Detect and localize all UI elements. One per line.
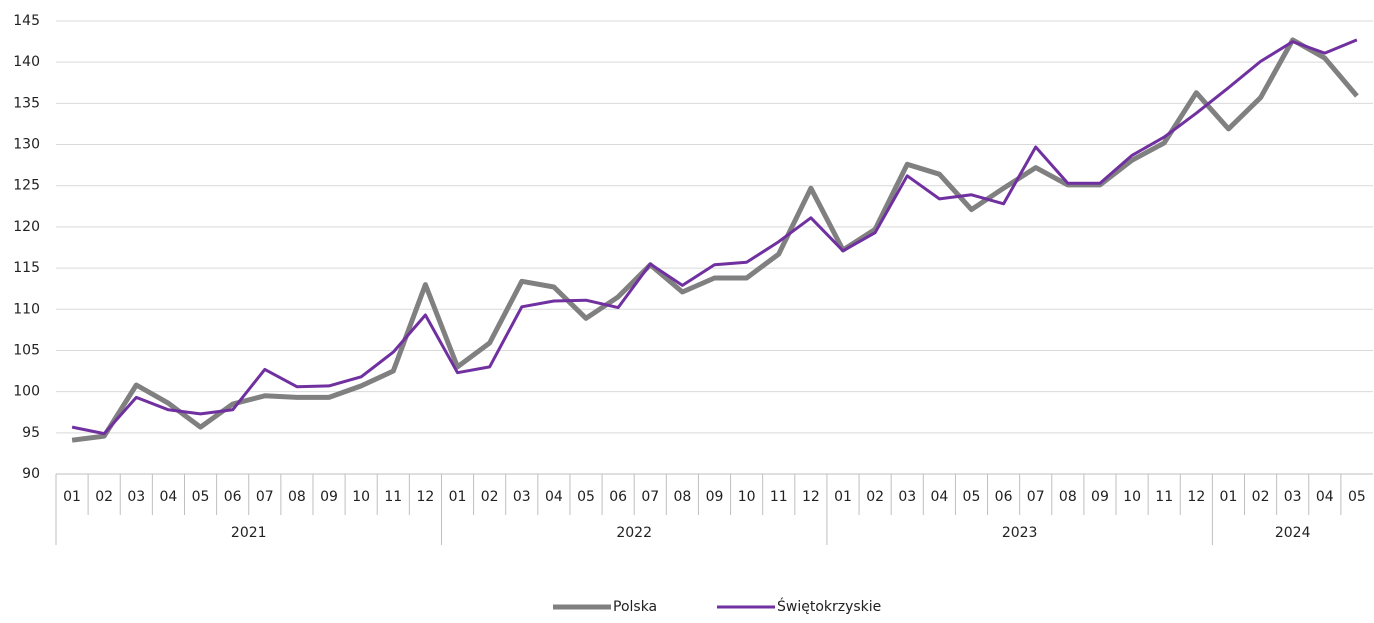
x-tick-label: 05 [1348, 489, 1366, 505]
x-tick-label: 02 [866, 489, 884, 505]
x-group-label: 2023 [1002, 525, 1038, 541]
x-tick-label: 06 [995, 489, 1013, 505]
x-tick-label: 03 [513, 489, 531, 505]
y-tick-label: 100 [13, 384, 40, 400]
x-tick-label: 01 [449, 489, 467, 505]
series-line [71, 37, 1359, 443]
x-tick-label: 09 [320, 489, 338, 505]
x-tick-label: 06 [224, 489, 242, 505]
x-tick-label: 01 [1220, 489, 1238, 505]
x-tick-label: 07 [256, 489, 274, 505]
x-group-label: 2021 [231, 525, 267, 541]
x-tick-label: 09 [706, 489, 724, 505]
y-tick-label: 90 [22, 466, 40, 482]
x-tick-label: 09 [1091, 489, 1109, 505]
x-tick-label: 04 [930, 489, 948, 505]
x-tick-label: 12 [416, 489, 434, 505]
x-tick-label: 04 [1316, 489, 1334, 505]
legend-label: Polska [613, 599, 657, 615]
y-tick-label: 105 [13, 342, 40, 358]
x-tick-label: 05 [577, 489, 595, 505]
x-tick-label: 03 [1284, 489, 1302, 505]
y-tick-label: 145 [13, 13, 40, 29]
x-tick-label: 04 [160, 489, 178, 505]
x-tick-label: 07 [641, 489, 659, 505]
x-tick-label: 01 [834, 489, 852, 505]
x-tick-label: 08 [288, 489, 306, 505]
y-tick-label: 110 [13, 301, 40, 317]
x-tick-label: 06 [609, 489, 627, 505]
series-line [71, 38, 1358, 436]
legend-label: Świętokrzyskie [777, 597, 881, 615]
x-tick-label: 10 [1123, 489, 1141, 505]
x-tick-label: 02 [1252, 489, 1270, 505]
x-tick-label: 07 [1027, 489, 1045, 505]
x-tick-label: 12 [1187, 489, 1205, 505]
x-tick-label: 11 [384, 489, 402, 505]
x-tick-label: 08 [1059, 489, 1077, 505]
x-tick-label: 12 [802, 489, 820, 505]
y-tick-label: 95 [22, 425, 40, 441]
x-tick-label: 02 [95, 489, 113, 505]
x-tick-label: 05 [963, 489, 981, 505]
x-tick-label: 04 [545, 489, 563, 505]
y-tick-label: 120 [13, 219, 40, 235]
y-tick-label: 140 [13, 54, 40, 70]
x-tick-label: 02 [481, 489, 499, 505]
x-group-label: 2022 [616, 525, 652, 541]
x-tick-label: 10 [738, 489, 756, 505]
y-tick-label: 135 [13, 95, 40, 111]
x-tick-label: 11 [770, 489, 788, 505]
x-tick-label: 10 [352, 489, 370, 505]
x-group-label: 2024 [1275, 525, 1311, 541]
x-tick-label: 08 [673, 489, 691, 505]
x-tick-label: 11 [1155, 489, 1173, 505]
x-tick-label: 03 [898, 489, 916, 505]
y-tick-label: 125 [13, 178, 40, 194]
y-tick-label: 130 [13, 137, 40, 153]
x-tick-label: 05 [192, 489, 210, 505]
y-tick-label: 115 [13, 260, 40, 276]
x-tick-label: 01 [63, 489, 81, 505]
x-tick-label: 03 [127, 489, 145, 505]
